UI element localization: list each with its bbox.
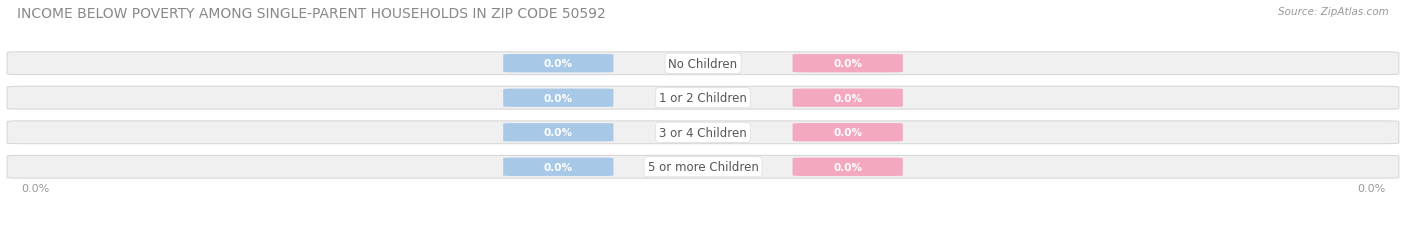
- FancyBboxPatch shape: [7, 53, 1399, 75]
- Text: 0.0%: 0.0%: [544, 93, 572, 103]
- FancyBboxPatch shape: [793, 158, 903, 176]
- FancyBboxPatch shape: [503, 89, 613, 107]
- FancyBboxPatch shape: [503, 158, 613, 176]
- FancyBboxPatch shape: [7, 87, 1399, 110]
- Text: 5 or more Children: 5 or more Children: [648, 161, 758, 173]
- FancyBboxPatch shape: [503, 124, 613, 142]
- Text: 0.0%: 0.0%: [1357, 183, 1385, 193]
- Text: 0.0%: 0.0%: [21, 183, 49, 193]
- Text: 3 or 4 Children: 3 or 4 Children: [659, 126, 747, 139]
- Text: Source: ZipAtlas.com: Source: ZipAtlas.com: [1278, 7, 1389, 17]
- Text: 0.0%: 0.0%: [544, 162, 572, 172]
- Text: 0.0%: 0.0%: [834, 93, 862, 103]
- Text: 0.0%: 0.0%: [834, 59, 862, 69]
- FancyBboxPatch shape: [503, 55, 613, 73]
- Text: No Children: No Children: [668, 58, 738, 70]
- FancyBboxPatch shape: [7, 156, 1399, 178]
- Text: 0.0%: 0.0%: [544, 59, 572, 69]
- Text: 0.0%: 0.0%: [544, 128, 572, 138]
- FancyBboxPatch shape: [793, 124, 903, 142]
- Text: 0.0%: 0.0%: [834, 128, 862, 138]
- Text: INCOME BELOW POVERTY AMONG SINGLE-PARENT HOUSEHOLDS IN ZIP CODE 50592: INCOME BELOW POVERTY AMONG SINGLE-PARENT…: [17, 7, 606, 21]
- FancyBboxPatch shape: [793, 89, 903, 107]
- Text: 0.0%: 0.0%: [834, 162, 862, 172]
- Text: 1 or 2 Children: 1 or 2 Children: [659, 92, 747, 105]
- FancyBboxPatch shape: [793, 55, 903, 73]
- FancyBboxPatch shape: [7, 121, 1399, 144]
